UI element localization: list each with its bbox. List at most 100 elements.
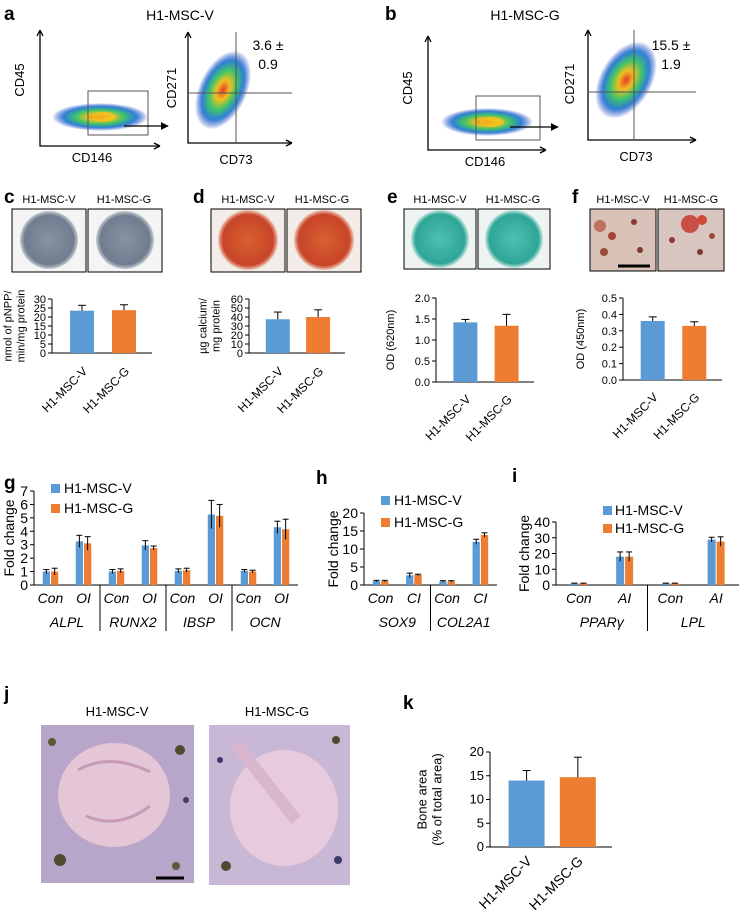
panel-b-stat-mean: 15.5 ± <box>652 37 691 53</box>
chart-g-ytick-label: 5 <box>20 510 28 526</box>
chart-k-bone-area: 0 5 10 15 20 Bone area (% of total area) H1-MSC… <box>415 744 612 913</box>
panel-a-plot2-density <box>194 50 252 130</box>
chart-g-bar-v <box>174 570 182 585</box>
chart-d-bar-g <box>306 317 331 353</box>
chart-c-ytick-label: 30 <box>34 294 46 306</box>
chart-g-gene-label: ALPL <box>49 614 84 630</box>
chart-i-bar-g <box>625 556 634 585</box>
panel-a-plot1-gate <box>87 90 149 136</box>
panel-i-legend: H1-MSC-V H1-MSC-G <box>603 502 684 536</box>
chart-h-condition-label: Con <box>434 590 460 606</box>
chart-k-category-label: H1-MSC-G <box>526 853 586 913</box>
chart-h-ytick-label: 5 <box>350 559 358 575</box>
panel-b-letter: b <box>385 4 397 25</box>
chart-i-bar-v <box>570 583 579 585</box>
chart-i-ytick-label: 10 <box>534 561 550 577</box>
chart-d-ytick-label: 60 <box>231 294 243 306</box>
panel-b-plot1-ylabel: CD45 <box>400 71 415 104</box>
panel-i-legend-v: H1-MSC-V <box>615 502 683 518</box>
chart-h-gene-label: COL2A1 <box>437 614 491 630</box>
chart-g-ytick-label: 3 <box>20 537 28 553</box>
chart-k-ytick-label: 20 <box>470 744 484 759</box>
panel-a-plot1-axes <box>39 30 160 147</box>
panel-b-plot2-density <box>595 41 657 119</box>
chart-g-ytick-label: 4 <box>20 523 28 539</box>
chart-g-ytick-label: 1 <box>20 564 28 580</box>
chart-k-ytick-label: 15 <box>470 768 484 783</box>
chart-g-gene-label: OCN <box>249 614 281 630</box>
chart-i-bar-g <box>670 583 679 585</box>
chart-g-condition-label: OI <box>142 590 157 606</box>
chart-g-condition-label: OI <box>76 590 91 606</box>
chart-g-condition-label: OI <box>208 590 223 606</box>
chart-i-condition-label: AI <box>617 590 631 606</box>
chart-g-condition-label: Con <box>170 590 196 606</box>
panel-j-histology-g <box>209 725 350 885</box>
chart-c-ytick-label: 0 <box>40 348 46 360</box>
chart-e-ytick-label: 1.5 <box>415 314 430 326</box>
chart-i-ytick-label: 30 <box>534 530 550 546</box>
chart-g-bar-g <box>84 543 92 585</box>
chart-g-bar-g <box>249 571 257 585</box>
chart-f-ytick-label: 0.0 <box>602 375 617 387</box>
chart-f-oil-red-od: 0.00.10.20.30.40.5OD (450nm)H1-MSC-VH1-M… <box>575 293 722 442</box>
chart-g-bar-g <box>51 571 59 585</box>
chart-d-ytick-label: 50 <box>231 303 243 315</box>
chart-h-ytick-label: 20 <box>342 505 358 521</box>
chart-d-bar-v <box>265 319 290 353</box>
panel-d-well-v <box>218 210 278 270</box>
panel-c-letter: c <box>4 187 15 208</box>
panel-e-well-g <box>485 210 543 268</box>
panel-a-plot1-xlabel: CD146 <box>72 150 112 165</box>
chart-g-gene-label: IBSP <box>183 614 216 630</box>
chart-i-ytick-label: 20 <box>534 546 550 562</box>
chart-g-bar-g <box>117 570 125 585</box>
chart-i-ylabel: Fold change <box>516 515 532 592</box>
chart-k-ytick-label: 5 <box>477 815 484 830</box>
chart-g-ytick-label: 0 <box>20 577 28 593</box>
panel-a-plot2-axes <box>187 32 292 144</box>
panel-c-label-g: H1-MSC-G <box>97 194 151 206</box>
panel-c-well-g <box>96 211 154 269</box>
chart-c-ytick-label: 25 <box>34 303 46 315</box>
panel-f-oil-red-images <box>589 208 725 272</box>
chart-h-condition-label: Con <box>368 590 394 606</box>
panel-b-plot1-gate <box>475 95 541 141</box>
chart-i-bar-v <box>616 556 625 585</box>
panel-i-letter: i <box>512 466 517 487</box>
chart-c-ytick-label: 5 <box>40 339 46 351</box>
chart-g-bar-v <box>108 571 116 585</box>
chart-c-ytick-label: 15 <box>34 321 46 333</box>
panel-h-legend: H1-MSC-V H1-MSC-G <box>381 492 463 530</box>
chart-d-ytick-label: 30 <box>231 321 243 333</box>
chart-k-ylabel: (% of total area) <box>430 753 445 846</box>
chart-h-bar-v <box>406 575 414 585</box>
chart-g-condition-label: OI <box>274 590 289 606</box>
chart-f-ytick-label: 0.3 <box>602 326 617 338</box>
chart-e-ytick-label: 1.0 <box>415 335 430 347</box>
panel-e-label-g: H1-MSC-G <box>486 194 540 206</box>
panel-a-plot2-xlabel: CD73 <box>219 152 252 167</box>
chart-d-ytick-label: 0 <box>237 348 243 360</box>
chart-c-bar-v <box>70 310 94 353</box>
chart-i-bar-v <box>661 583 670 585</box>
chart-g-bar-v <box>273 527 281 585</box>
panel-j-histology-v <box>41 725 194 883</box>
chart-c-bar-g <box>112 310 136 353</box>
chart-i-ytick-label: 40 <box>534 514 550 530</box>
chart-h-condition-label: CI <box>407 590 421 606</box>
chart-i-gene-label: LPL <box>681 614 706 630</box>
chart-k-bar-v <box>508 780 545 847</box>
chart-h-gene-label: SOX9 <box>379 614 417 630</box>
chart-g-bar-g <box>216 515 224 585</box>
chart-h-condition-label: CI <box>473 590 487 606</box>
chart-k-ytick-label: 0 <box>477 839 484 854</box>
chart-g-bar-g <box>150 548 158 585</box>
chart-k-ylabel: Bone area <box>415 769 430 830</box>
chart-c-ylabel: nmol of pNPP/ <box>3 290 15 362</box>
panel-f-label-v: H1-MSC-V <box>596 194 650 206</box>
chart-c-ylabel: min/mg protein <box>16 290 28 363</box>
chart-h-bar-g <box>447 581 455 585</box>
